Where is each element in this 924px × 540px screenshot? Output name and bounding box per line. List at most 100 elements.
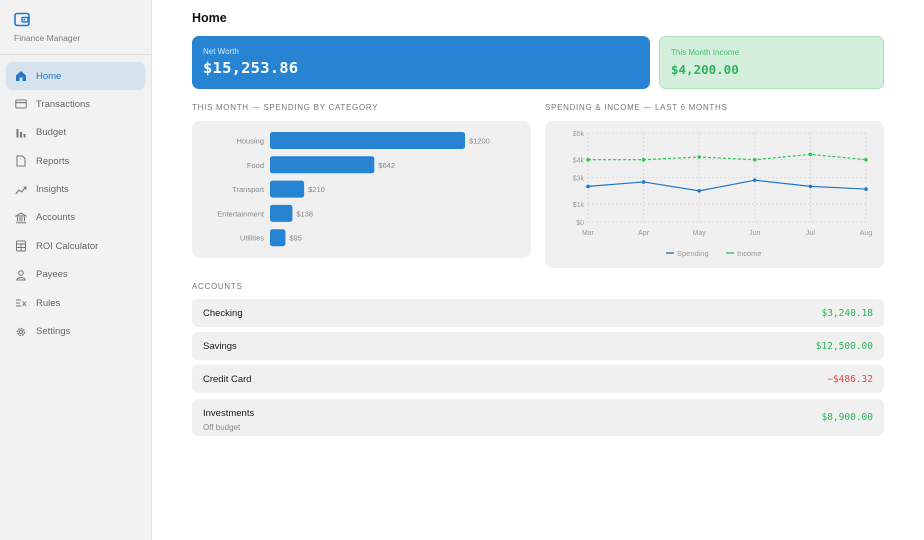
x-tick-label: Mar	[582, 230, 595, 237]
data-point-spending	[586, 184, 590, 189]
document-icon	[14, 154, 28, 168]
monthly-income-value: $4,200.00	[671, 62, 739, 77]
data-point-income	[864, 157, 868, 162]
series-line-income	[588, 153, 867, 161]
x-tick-label: Aug	[860, 230, 873, 237]
account-subtitle: Off budget	[203, 423, 241, 432]
bar	[270, 180, 305, 198]
trend-icon	[14, 183, 28, 197]
x-tick-label: Jun	[749, 230, 760, 237]
data-point-income	[808, 152, 813, 157]
account-name: Checking	[203, 307, 243, 319]
x-tick-label: Jul	[806, 230, 815, 237]
sidebar-item-label: Payees	[36, 269, 68, 281]
account-balance: $12,500.00	[815, 340, 873, 352]
sidebar-item-label: Reports	[36, 155, 70, 167]
data-point-income	[697, 155, 701, 159]
sidebar-nav: Home Transactions Budget Reports Insight…	[0, 55, 151, 346]
data-point-spending	[864, 187, 868, 191]
wallet-icon	[14, 12, 30, 27]
x-tick-label: May	[693, 230, 707, 237]
bank-icon	[14, 211, 28, 225]
sidebar-item-label: ROI Calculator	[36, 240, 99, 252]
account-name-group: Investments Off budget	[203, 403, 254, 432]
x-tick-label: Apr	[638, 230, 650, 237]
account-balance: $8,900.00	[821, 412, 873, 423]
sidebar-item-label: Budget	[36, 127, 67, 139]
series-line-spending	[587, 179, 867, 192]
sidebar-item-label: Home	[36, 70, 62, 82]
data-point-income	[641, 157, 646, 162]
bar	[270, 229, 286, 247]
rules-icon	[14, 296, 28, 310]
person-icon	[14, 268, 28, 282]
account-row-investments[interactable]: Investments Off budget $8,900.00	[192, 399, 884, 436]
spending-income-heading: Spending & Income — Last 6 Months	[545, 103, 728, 112]
bar-value-label: $138	[296, 209, 313, 218]
sidebar-item-rules[interactable]: Rules	[6, 289, 145, 317]
brand: Finance Manager	[0, 0, 151, 55]
bar-category-label: Utilities	[240, 234, 264, 243]
y-tick-label: $0	[576, 220, 584, 227]
monthly-income-card: This Month Income $4,200.00	[659, 36, 884, 89]
y-tick-label: $5k	[573, 131, 585, 138]
sidebar-item-label: Settings	[36, 326, 71, 338]
account-balance: $3,240.18	[821, 307, 873, 319]
sidebar-item-label: Insights	[36, 184, 69, 196]
net-worth-card: Net Worth $15,253.86	[192, 36, 650, 89]
sidebar-item-home[interactable]: Home	[6, 62, 145, 90]
data-point-income	[586, 157, 590, 162]
bar-value-label: $642	[378, 161, 395, 170]
bar-value-label: $95	[289, 234, 302, 243]
bar-category-label: Transport	[232, 185, 265, 194]
account-row-savings[interactable]: Savings $12,500.00	[192, 332, 884, 360]
sidebar-item-settings[interactable]: Settings	[6, 318, 145, 346]
legend-label: Spending	[677, 249, 709, 258]
spending-by-category-heading: This Month — Spending by Category	[192, 103, 379, 112]
bar-chart-icon	[14, 126, 28, 140]
net-worth-label: Net Worth	[203, 47, 239, 56]
sidebar-item-budget[interactable]: Budget	[6, 119, 145, 147]
bar-category-label: Entertainment	[217, 209, 265, 218]
y-tick-label: $3k	[573, 176, 585, 183]
data-point-income	[753, 157, 757, 162]
data-point-spending	[697, 189, 701, 193]
account-row-credit-card[interactable]: Credit Card −$486.32	[192, 365, 884, 393]
sidebar: Finance Manager Home Transactions Budget…	[0, 0, 152, 540]
sidebar-item-payees[interactable]: Payees	[6, 261, 145, 289]
bar	[270, 156, 375, 174]
bar-value-label: $210	[308, 185, 325, 194]
account-name: Investments	[203, 408, 255, 419]
bar-category-label: Housing	[236, 137, 264, 146]
account-name: Savings	[203, 340, 237, 352]
bar	[270, 132, 465, 149]
sidebar-item-accounts[interactable]: Accounts	[6, 204, 145, 232]
net-worth-value: $15,253.86	[203, 59, 299, 77]
app-name: Finance Manager	[14, 33, 81, 43]
sidebar-item-transactions[interactable]: Transactions	[6, 90, 145, 118]
sidebar-item-reports[interactable]: Reports	[6, 147, 145, 175]
y-tick-label: $1k	[573, 202, 585, 209]
accounts-heading: Accounts	[192, 282, 243, 291]
y-tick-label: $4k	[573, 158, 585, 165]
bar-category-label: Food	[247, 161, 264, 170]
sidebar-item-insights[interactable]: Insights	[6, 176, 145, 204]
account-name: Credit Card	[203, 373, 252, 385]
calculator-icon	[14, 239, 28, 253]
monthly-income-label: This Month Income	[671, 48, 740, 57]
spending-income-chart: $0 $1k $3k $4k $5k Mar Apr May Jun Jul Aug Spending…	[573, 131, 873, 258]
bar	[270, 204, 293, 222]
sidebar-item-roi-calculator[interactable]: ROI Calculator	[6, 232, 145, 260]
data-point-spending	[753, 178, 757, 182]
sidebar-item-label: Transactions	[36, 98, 91, 110]
legend-label: Income	[737, 249, 762, 258]
account-row-checking[interactable]: Checking $3,240.18	[192, 299, 884, 327]
sidebar-item-label: Rules	[36, 297, 61, 309]
sidebar-item-label: Accounts	[36, 212, 76, 224]
category-spending-chart: Housing $1200 Food $642 Transport $210 Enterta…	[217, 132, 490, 247]
account-balance: −$486.32	[827, 373, 873, 385]
category-spending-chart-panel: Housing $1200 Food $642 Transport $210 Enterta…	[192, 121, 531, 258]
data-point-spending	[808, 184, 813, 189]
credit-card-icon	[14, 97, 28, 111]
gear-icon	[14, 325, 28, 339]
